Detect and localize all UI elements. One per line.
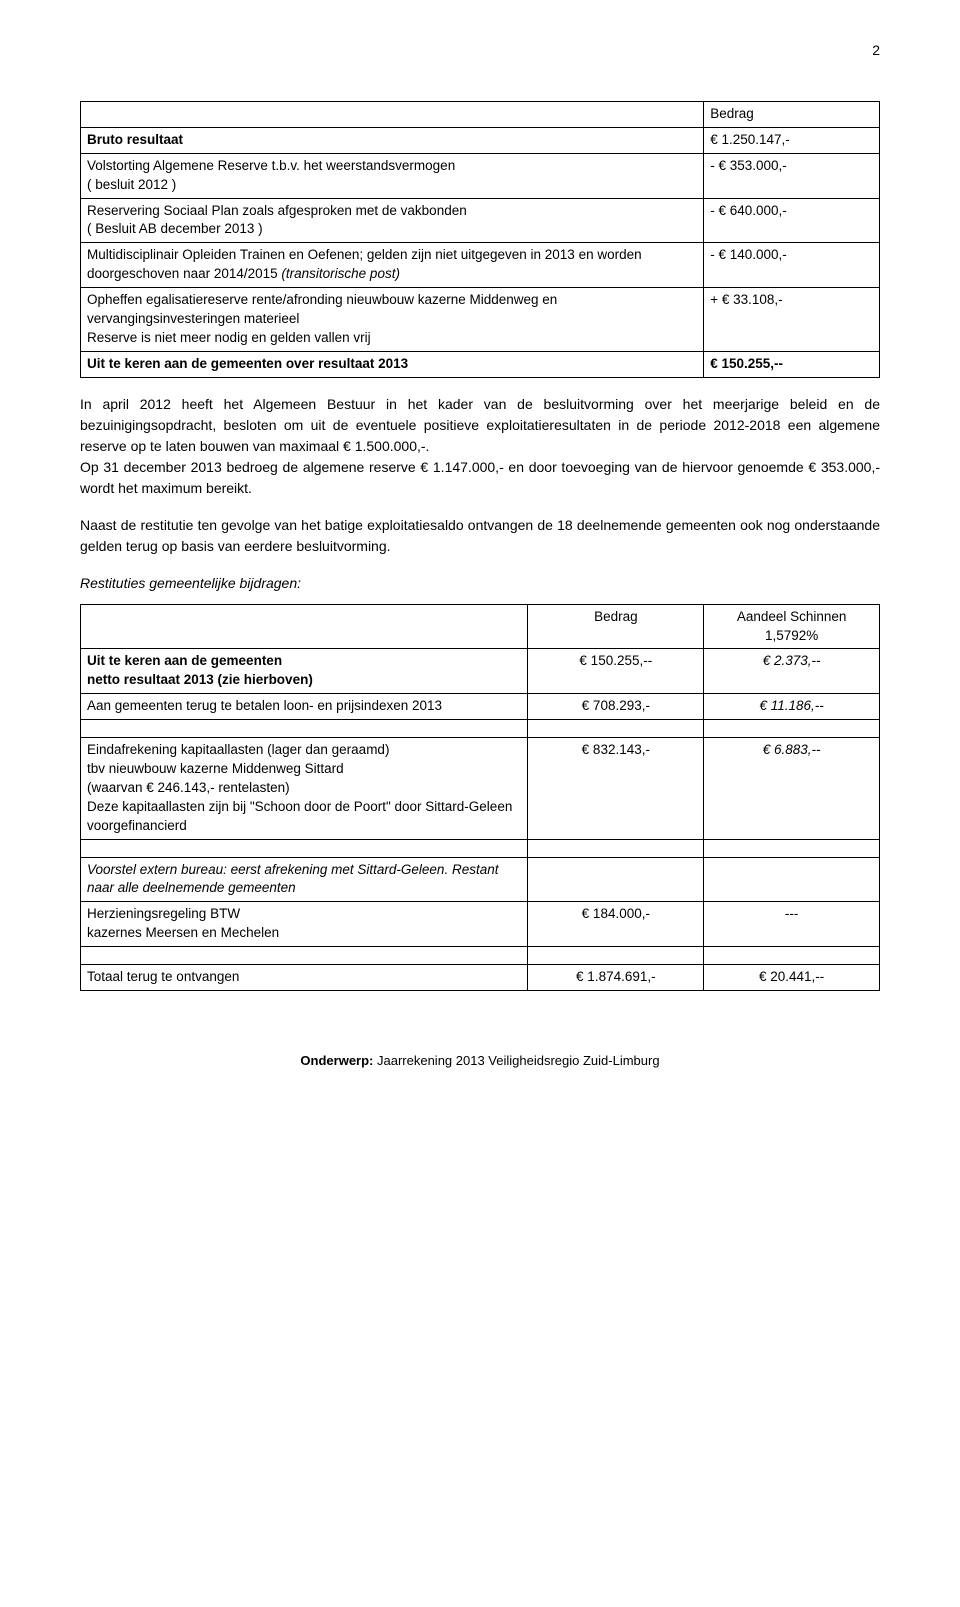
header-bedrag: Bedrag — [704, 102, 880, 128]
table-row: Totaal terug te ontvangen € 1.874.691,- … — [81, 965, 880, 991]
row-label: Eindafrekening kapitaallasten (lager dan… — [81, 738, 528, 839]
row-label: Uit te keren aan de gemeenten netto resu… — [81, 649, 528, 694]
table-row: Volstorting Algemene Reserve t.b.v. het … — [81, 153, 880, 198]
table-row: Uit te keren aan de gemeenten over resul… — [81, 351, 880, 377]
footer-text: Jaarrekening 2013 Veiligheidsregio Zuid-… — [373, 1053, 659, 1068]
row-label: Bruto resultaat — [81, 127, 704, 153]
table-row: Herzieningsregeling BTW kazernes Meersen… — [81, 902, 880, 947]
line1: Opheffen egalisatiereserve rente/afrondi… — [87, 292, 557, 326]
row-bedrag: € 184.000,- — [528, 902, 704, 947]
line2: ( besluit 2012 ) — [87, 177, 176, 192]
line1: Reservering Sociaal Plan zoals afgesprok… — [87, 203, 467, 218]
l2: netto resultaat 2013 (zie hierboven) — [87, 672, 313, 687]
row-aandeel: € 6.883,-- — [704, 738, 880, 839]
table-row: Reservering Sociaal Plan zoals afgesprok… — [81, 198, 880, 243]
row-label: Reservering Sociaal Plan zoals afgesprok… — [81, 198, 704, 243]
row-aandeel — [704, 857, 880, 902]
row-label: Volstorting Algemene Reserve t.b.v. het … — [81, 153, 704, 198]
row-voorstel: Voorstel extern bureau: eerst afrekening… — [81, 857, 528, 902]
row-bedrag: € 832.143,- — [528, 738, 704, 839]
table-row: Bruto resultaat € 1.250.147,- — [81, 127, 880, 153]
line1: Volstorting Algemene Reserve t.b.v. het … — [87, 158, 455, 173]
l1: Uit te keren aan de gemeenten — [87, 653, 282, 668]
bedrag-table: Bedrag Bruto resultaat € 1.250.147,- Vol… — [80, 101, 880, 378]
row-value: - € 140.000,- — [704, 243, 880, 288]
spacer-row — [81, 947, 880, 965]
table-row: Opheffen egalisatiereserve rente/afrondi… — [81, 288, 880, 352]
row-aandeel: --- — [704, 902, 880, 947]
table-row: Aan gemeenten terug te betalen loon- en … — [81, 694, 880, 720]
l1: Herzieningsregeling BTW — [87, 906, 240, 921]
l1: Eindafrekening kapitaallasten (lager dan… — [87, 742, 389, 757]
table-row: Voorstel extern bureau: eerst afrekening… — [81, 857, 880, 902]
restituties-table: Bedrag Aandeel Schinnen 1,5792% Uit te k… — [80, 604, 880, 991]
row-label: Herzieningsregeling BTW kazernes Meersen… — [81, 902, 528, 947]
subheading-restituties: Restituties gemeentelijke bijdragen: — [80, 573, 880, 594]
row-value: + € 33.108,- — [704, 288, 880, 352]
row-label: Aan gemeenten terug te betalen loon- en … — [81, 694, 528, 720]
row-bedrag: € 1.874.691,- — [528, 965, 704, 991]
cell-empty — [81, 604, 528, 649]
row-bedrag: € 150.255,-- — [528, 649, 704, 694]
row-bedrag: € 708.293,- — [528, 694, 704, 720]
row-value: - € 353.000,- — [704, 153, 880, 198]
footer-label: Onderwerp: — [300, 1053, 373, 1068]
spacer-row — [81, 720, 880, 738]
l2: kazernes Meersen en Mechelen — [87, 925, 279, 940]
para1b-text: Op 31 december 2013 bedroeg de algemene … — [80, 459, 880, 496]
header-bedrag: Bedrag — [528, 604, 704, 649]
page-number: 2 — [80, 40, 880, 61]
row-label: Uit te keren aan de gemeenten over resul… — [81, 351, 704, 377]
row-label: Opheffen egalisatiereserve rente/afrondi… — [81, 288, 704, 352]
cell-empty — [81, 102, 704, 128]
l3: (waarvan € 246.143,- rentelasten) — [87, 780, 290, 795]
l4: Deze kapitaallasten zijn bij "Schoon doo… — [87, 799, 512, 833]
line2: ( Besluit AB december 2013 ) — [87, 221, 263, 236]
aandeel-label: Aandeel Schinnen — [737, 609, 847, 624]
row-bedrag — [528, 857, 704, 902]
row-label: Totaal terug te ontvangen — [81, 965, 528, 991]
para1-text: In april 2012 heeft het Algemeen Bestuur… — [80, 396, 880, 454]
paragraph-1: In april 2012 heeft het Algemeen Bestuur… — [80, 394, 880, 499]
row-label: Multidisciplinair Opleiden Trainen en Oe… — [81, 243, 704, 288]
row-value: € 1.250.147,- — [704, 127, 880, 153]
line2: Reserve is niet meer nodig en gelden val… — [87, 330, 371, 345]
spacer-row — [81, 839, 880, 857]
row-aandeel: € 20.441,-- — [704, 965, 880, 991]
italic-tail: (transitorische post) — [281, 266, 400, 281]
table-row: Eindafrekening kapitaallasten (lager dan… — [81, 738, 880, 839]
l2: tbv nieuwbouw kazerne Middenweg Sittard — [87, 761, 344, 776]
paragraph-2: Naast de restitutie ten gevolge van het … — [80, 515, 880, 557]
row-aandeel: € 11.186,-- — [704, 694, 880, 720]
header-aandeel: Aandeel Schinnen 1,5792% — [704, 604, 880, 649]
page-footer: Onderwerp: Jaarrekening 2013 Veiligheids… — [80, 1051, 880, 1071]
aandeel-pct: 1,5792% — [765, 628, 818, 643]
row-value: € 150.255,-- — [704, 351, 880, 377]
table-row: Multidisciplinair Opleiden Trainen en Oe… — [81, 243, 880, 288]
table-row: Uit te keren aan de gemeenten netto resu… — [81, 649, 880, 694]
row-aandeel: € 2.373,-- — [704, 649, 880, 694]
row-value: - € 640.000,- — [704, 198, 880, 243]
